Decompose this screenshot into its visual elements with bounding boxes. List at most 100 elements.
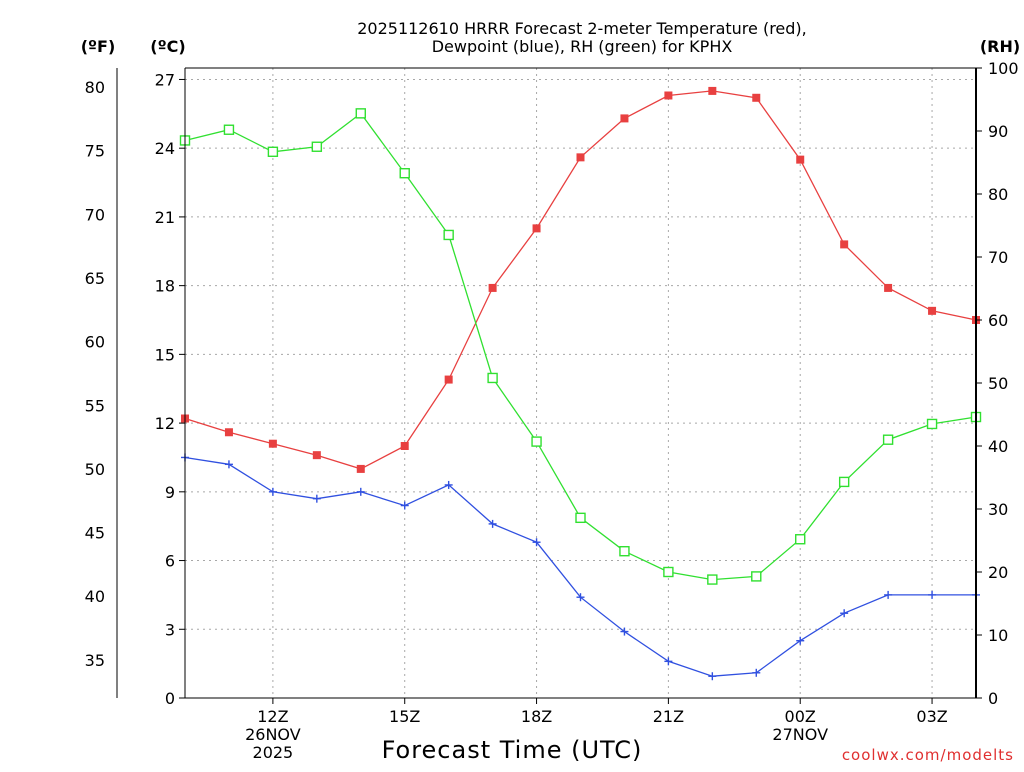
series-dewpoint [181, 453, 980, 681]
rh-point [882, 434, 894, 445]
dewpoint-point [664, 657, 673, 666]
rh-point [663, 566, 674, 578]
rh-point [707, 574, 718, 585]
dewpoint-point [268, 487, 277, 496]
temperature-point [532, 224, 541, 233]
rh-point [487, 372, 498, 384]
celsius-tick-label: 9 [165, 483, 175, 502]
celsius-tick-label: 18 [155, 277, 175, 296]
x-tick-label: 26NOV [245, 725, 301, 744]
temperature-point [752, 93, 761, 102]
celsius-tick-label: 6 [165, 552, 175, 571]
temperature-point [928, 306, 937, 315]
fahrenheit-tick-label: 55 [85, 396, 105, 415]
rh-point [267, 146, 279, 157]
series-temperature [181, 86, 980, 473]
fahrenheit-tick-label: 45 [85, 524, 105, 543]
series-line-dewpoint [184, 456, 976, 677]
celsius-tick-label: 0 [165, 689, 175, 708]
temperature-point [356, 464, 365, 473]
series-line-rh [184, 112, 977, 581]
temperature-point [444, 375, 453, 384]
rh-tick-label: 20 [988, 563, 1008, 582]
temperature-point [224, 428, 233, 437]
temperature-point [488, 283, 497, 292]
grid-layer [185, 68, 976, 698]
fahrenheit-tick-label: 65 [85, 269, 105, 288]
x-tick-label: 2025 [253, 743, 294, 762]
celsius-tick-label: 15 [155, 345, 175, 364]
rh-point [795, 534, 806, 545]
rh-point [838, 476, 850, 488]
rh-point [751, 571, 762, 582]
temperature-point [400, 442, 409, 450]
temperature-point [268, 439, 277, 448]
series-rh [179, 108, 982, 585]
dewpoint-point [840, 609, 849, 618]
rh-point [355, 108, 366, 119]
rh-point [223, 124, 235, 135]
dewpoint-point [620, 627, 629, 636]
temperature-point [884, 283, 893, 292]
rh-tick-label: 90 [988, 122, 1008, 141]
text-layer: 0 3 6 9 12 15 18 21 24 27 35 40 45 50 55 60 65 70 75 80 0 10 2… [81, 19, 1020, 764]
rh-tick-label: 100 [988, 59, 1019, 78]
fahrenheit-tick-label: 50 [85, 460, 105, 479]
x-tick-label: 03Z [916, 707, 947, 726]
dewpoint-point [752, 668, 761, 677]
dewpoint-point [400, 501, 409, 510]
temperature-point [576, 153, 585, 162]
rh-tick-label: 30 [988, 500, 1008, 519]
x-tick-label: 12Z [257, 707, 288, 726]
fahrenheit-unit-label: (ºF) [81, 37, 116, 56]
rh-point [926, 418, 938, 430]
dewpoint-point [444, 480, 453, 489]
dewpoint-point [532, 538, 541, 547]
celsius-tick-label: 24 [155, 139, 175, 158]
chart-title-line: 2025112610 HRRR Forecast 2-meter Tempera… [357, 19, 807, 38]
rh-point [619, 546, 630, 557]
rh-point [575, 512, 586, 524]
celsius-tick-label: 3 [165, 620, 175, 639]
axes-layer [116, 67, 982, 704]
dewpoint-point [884, 590, 893, 599]
x-axis-label: Forecast Time (UTC) [382, 736, 643, 764]
dewpoint-point [928, 590, 937, 599]
rh-tick-label: 40 [988, 437, 1008, 456]
dewpoint-point [708, 672, 717, 681]
fahrenheit-tick-label: 35 [85, 651, 105, 670]
rh-point [399, 168, 410, 179]
celsius-tick-label: 12 [155, 414, 175, 433]
fahrenheit-tick-label: 75 [85, 142, 105, 161]
credit-label: coolwx.com/modelts [842, 746, 1014, 764]
celsius-tick-label: 27 [155, 70, 175, 89]
rh-tick-label: 80 [988, 185, 1008, 204]
fahrenheit-tick-label: 80 [85, 78, 105, 97]
temperature-point [840, 240, 849, 249]
rh-tick-label: 60 [988, 311, 1008, 330]
fahrenheit-tick-label: 70 [85, 205, 105, 224]
x-tick-label: 27NOV [772, 725, 828, 744]
rh-tick-label: 0 [988, 689, 998, 708]
temperature-point [620, 114, 629, 123]
rh-point [531, 436, 542, 447]
temperature-point [796, 155, 805, 164]
dewpoint-point [356, 487, 365, 496]
dewpoint-point [488, 519, 497, 528]
chart-title-line: Dewpoint (blue), RH (green) for KPHX [432, 37, 733, 56]
dewpoint-point [224, 460, 233, 469]
x-tick-label: 18Z [521, 707, 552, 726]
dewpoint-point [576, 593, 585, 602]
x-tick-label: 21Z [653, 707, 684, 726]
x-tick-label: 00Z [785, 707, 816, 726]
rh-point [443, 229, 454, 241]
celsius-tick-label: 21 [155, 208, 175, 227]
dewpoint-point [796, 636, 805, 645]
rh-unit-label: (RH) [980, 37, 1020, 56]
temperature-point [664, 91, 673, 100]
temperature-point [312, 451, 321, 460]
dewpoint-point [312, 494, 321, 503]
rh-point [311, 141, 323, 152]
rh-tick-label: 10 [988, 626, 1008, 645]
